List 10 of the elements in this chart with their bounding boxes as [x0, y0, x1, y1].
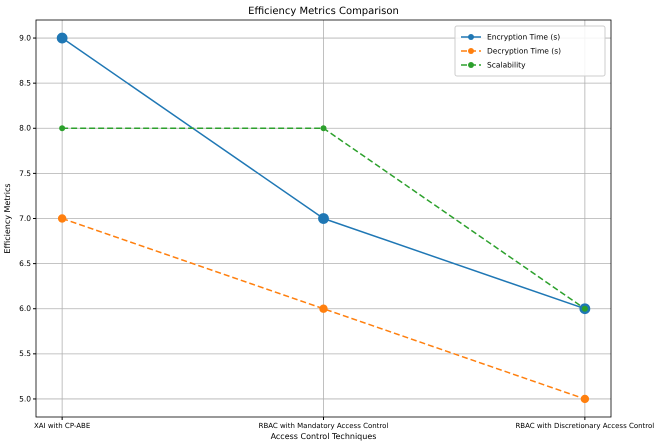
point [58, 214, 66, 223]
point [320, 125, 326, 132]
point [580, 394, 590, 404]
point [56, 32, 68, 44]
chart-title: Efficiency Metrics Comparison [248, 6, 399, 17]
point [318, 213, 329, 224]
point [59, 125, 66, 132]
x-axis-title: Access Control Techniques [270, 432, 376, 441]
point [319, 304, 328, 313]
y-axis-title: Efficiency Metrics [3, 183, 12, 254]
